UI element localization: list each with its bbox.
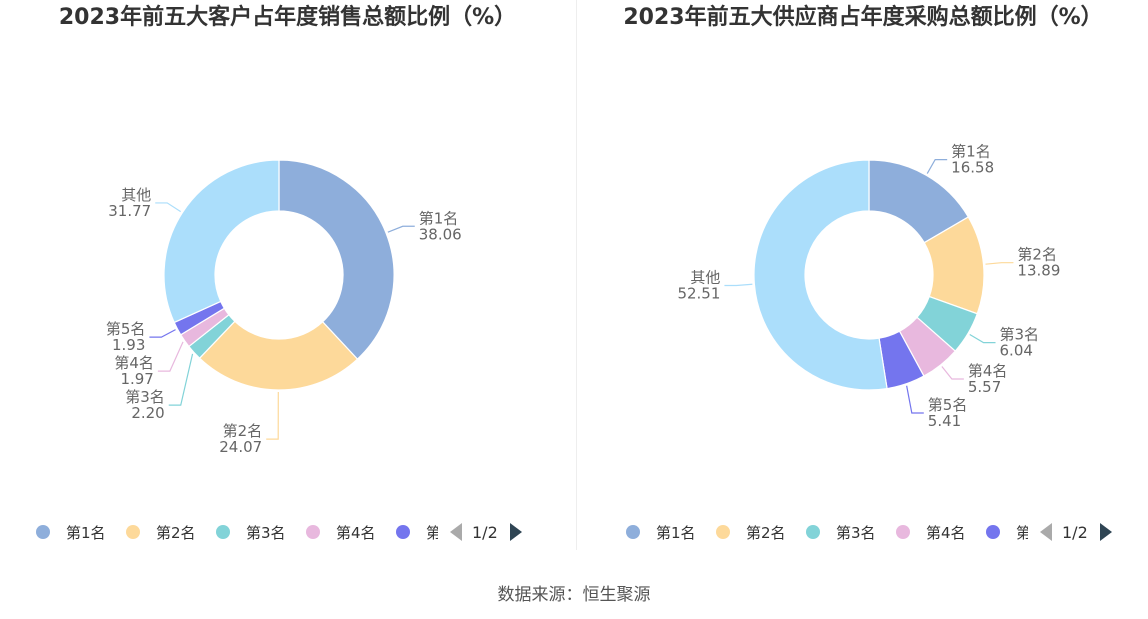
legend-pager: 1/2 (450, 519, 522, 545)
chart-legend: 第1名 第2名 第3名 第4名 第5名 1/2 (578, 519, 1148, 545)
slice-name-label: 第1名 (419, 209, 459, 227)
slice-name-label: 第4名 (968, 362, 1008, 380)
legend-label: 第4名 (336, 523, 376, 542)
customer-chart-panel: 2023年前五大客户占年度销售总额比例（%） 第1名 38.06 第2名 24.07 第… (0, 0, 575, 555)
legend-label: 第2名 (156, 523, 196, 542)
label-leader-line (387, 225, 415, 233)
slice-name-label: 第2名 (1017, 246, 1057, 264)
legend-swatch (306, 525, 320, 539)
donut-slice[interactable] (163, 159, 280, 324)
triangle-right-icon[interactable] (1099, 523, 1112, 541)
slice-name-label: 第4名 (114, 354, 154, 372)
label-leader-line (266, 391, 279, 440)
donut-slice[interactable] (198, 320, 359, 391)
slice-value-label: 16.58 (951, 159, 994, 177)
label-leader-line (724, 283, 753, 287)
legend-item[interactable]: 第1名 (626, 519, 696, 545)
legend-swatch (806, 525, 820, 539)
legend-label-clip: 第5名 (426, 522, 438, 543)
legend-item[interactable]: 第2名 (716, 519, 786, 545)
panel-divider (576, 0, 577, 550)
triangle-right-icon[interactable] (509, 523, 522, 541)
legend-swatch (126, 525, 140, 539)
legend-item[interactable]: 第5名 (396, 519, 438, 545)
legend-swatch (626, 525, 640, 539)
slice-name-label: 第3名 (125, 388, 165, 406)
triangle-left-icon[interactable] (1040, 523, 1052, 541)
slice-value-label: 31.77 (108, 202, 151, 220)
data-source-note: 数据来源：恒生聚源 (497, 585, 651, 605)
legend-label: 第1名 (656, 523, 696, 542)
slice-name-label: 第5名 (928, 396, 968, 414)
legend-pager: 1/2 (1040, 519, 1112, 545)
slice-value-label: 13.89 (1017, 262, 1060, 280)
label-leader-line (941, 366, 964, 380)
label-leader-line (168, 353, 194, 406)
label-leader-line (985, 262, 1014, 265)
slice-name-label: 第2名 (223, 422, 263, 440)
legend-item[interactable]: 第3名 (216, 519, 286, 545)
donut-slice[interactable] (753, 159, 888, 391)
chart-legend: 第1名 第2名 第3名 第4名 第5名 1/2 (0, 519, 575, 545)
legend-label: 第3名 (836, 523, 876, 542)
slice-name-label: 其他 (690, 268, 720, 286)
label-leader-line (906, 385, 924, 414)
legend-swatch (896, 525, 910, 539)
chart-title: 2023年前五大供应商占年度采购总额比例（%） (623, 5, 1103, 30)
legend-label: 第3名 (246, 523, 286, 542)
legend-swatch (216, 525, 230, 539)
triangle-left-icon[interactable] (450, 523, 462, 541)
legend-item[interactable]: 第1名 (36, 519, 106, 545)
slice-name-label: 其他 (121, 186, 151, 204)
supplier-chart-panel: 2023年前五大供应商占年度采购总额比例（%） 第1名 16.58 第2名 13.89… (578, 0, 1148, 555)
legend-label: 第2名 (746, 523, 786, 542)
label-leader-line (155, 202, 181, 213)
legend-item[interactable]: 第3名 (806, 519, 876, 545)
legend-swatch (396, 525, 410, 539)
legend-label: 第1名 (66, 523, 106, 542)
slice-value-label: 1.97 (120, 370, 153, 388)
legend-item[interactable]: 第4名 (896, 519, 966, 545)
pager-text: 1/2 (472, 522, 498, 542)
legend-label: 第5名 (426, 523, 438, 542)
slice-value-label: 52.51 (677, 284, 720, 302)
label-leader-line (157, 341, 184, 372)
slice-value-label: 5.41 (928, 412, 961, 430)
slice-name-label: 第5名 (106, 320, 146, 338)
legend-item[interactable]: 第4名 (306, 519, 376, 545)
slice-value-label: 1.93 (112, 336, 145, 354)
slice-value-label: 5.57 (968, 378, 1001, 396)
slice-value-label: 6.04 (1000, 342, 1033, 360)
slice-value-label: 24.07 (219, 438, 262, 456)
legend-swatch (716, 525, 730, 539)
slice-name-label: 第3名 (1000, 326, 1040, 344)
slice-name-label: 第1名 (951, 143, 991, 161)
legend-label-clip: 第5名 (1016, 522, 1028, 543)
legend-label: 第4名 (926, 523, 966, 542)
label-leader-line (149, 329, 176, 338)
slice-value-label: 2.20 (131, 404, 164, 422)
legend-item[interactable]: 第2名 (126, 519, 196, 545)
donut-slice[interactable] (278, 159, 395, 360)
chart-title: 2023年前五大客户占年度销售总额比例（%） (58, 5, 517, 30)
slice-value-label: 38.06 (419, 225, 462, 243)
legend-label: 第5名 (1016, 523, 1028, 542)
pager-text: 1/2 (1062, 522, 1088, 542)
legend-item[interactable]: 第5名 (986, 519, 1028, 545)
label-leader-line (969, 333, 996, 344)
legend-swatch (36, 525, 50, 539)
legend-swatch (986, 525, 1000, 539)
label-leader-line (926, 159, 948, 174)
